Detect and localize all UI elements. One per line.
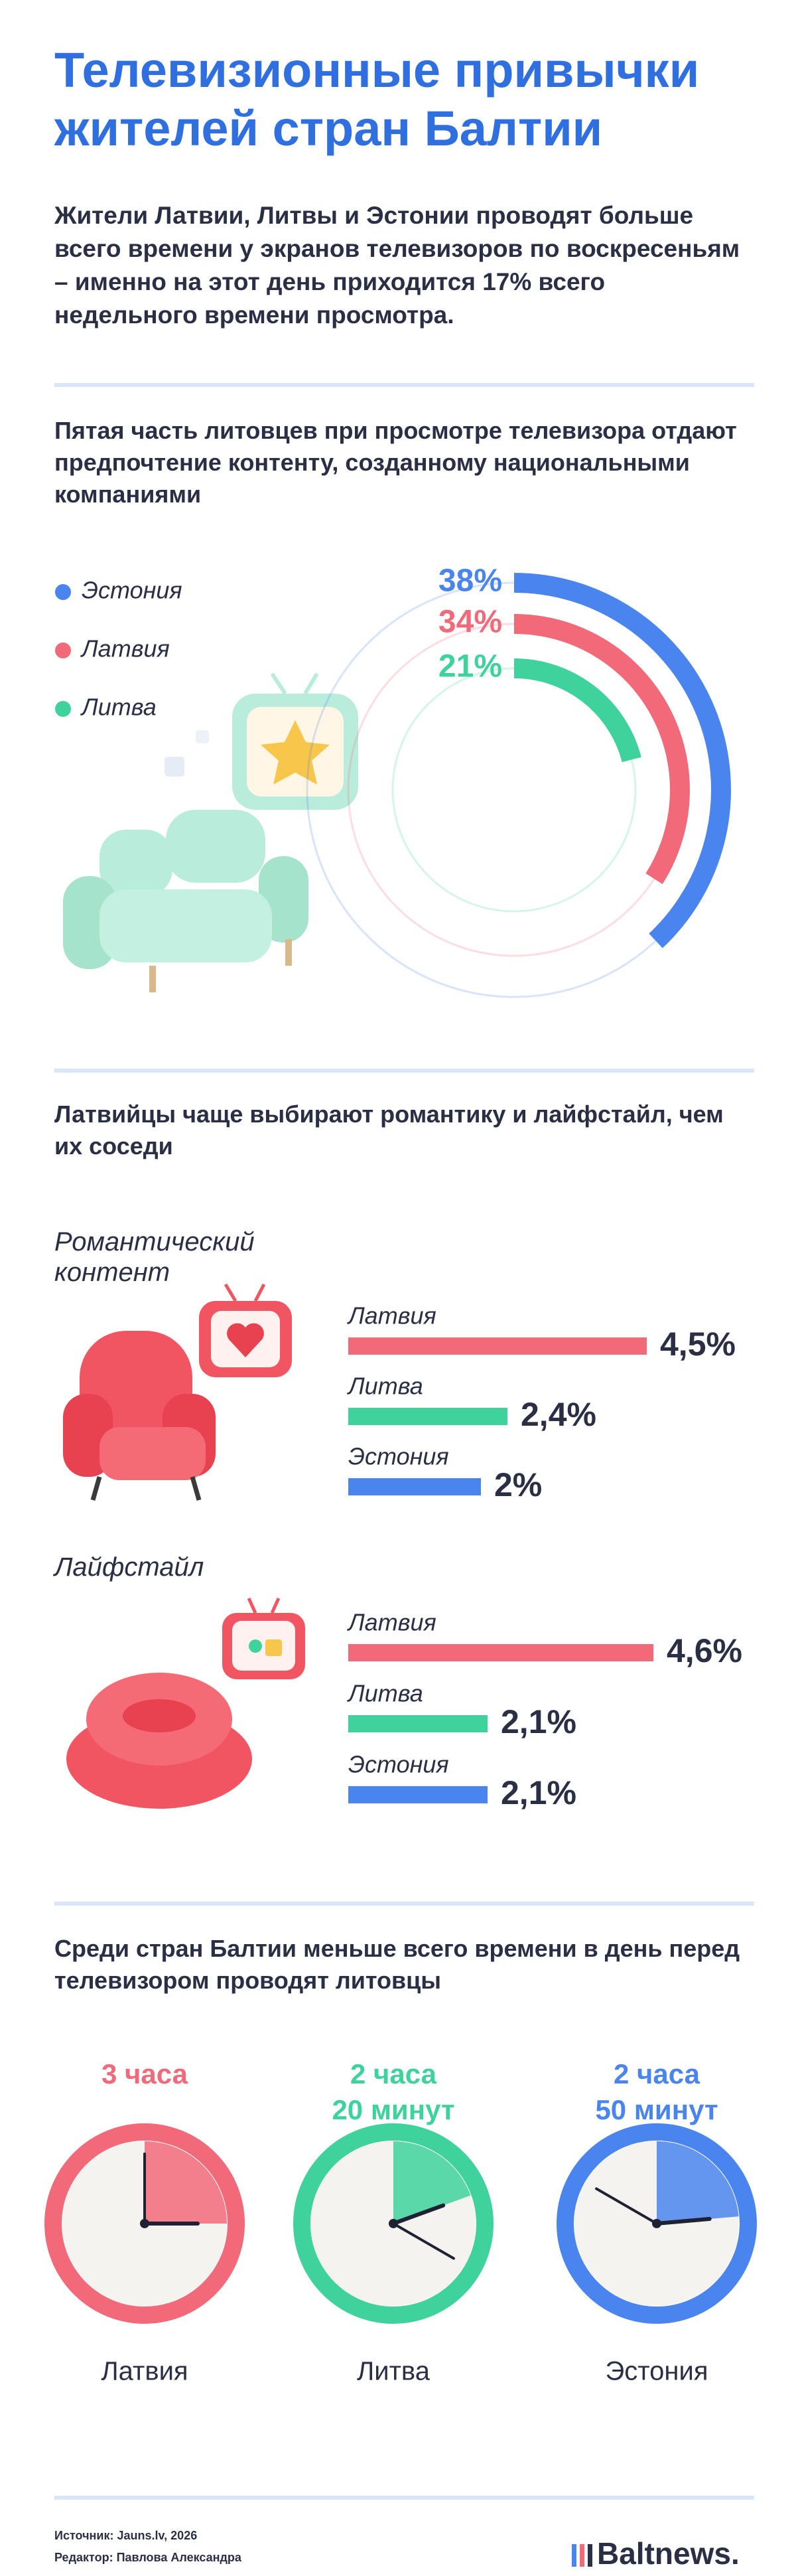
value-label: 3 часа (101, 2058, 188, 2089)
source: Источник: Jauns.lv, 2026 (54, 2529, 198, 2542)
radial-bar (513, 658, 641, 763)
bar-label: Эстония (348, 1443, 449, 1470)
value-label: 2 часа 20 минут (332, 2058, 455, 2125)
page-title: Телевизионные привычки жителей стран Бал… (54, 42, 700, 156)
legend-marker (55, 643, 71, 658)
legend-marker (55, 584, 71, 600)
radial-bar (513, 614, 690, 884)
tv-heart-illustration (199, 1283, 292, 1377)
sofa-illustration (63, 810, 308, 992)
editor: Редактор: Павлова Александра (54, 2551, 241, 2564)
chart-title: Пятая часть литовцев при просмотре телев… (54, 417, 737, 508)
hour-hand (391, 2203, 446, 2226)
bar (348, 1715, 488, 1732)
category-label: Литва (357, 2357, 431, 2386)
category-label: Эстония (606, 2357, 708, 2386)
minute-hand (595, 2187, 658, 2225)
value-label: 2,4% (521, 1396, 596, 1433)
bar-label: Литва (347, 1373, 423, 1400)
tv-star-illustration (165, 672, 358, 810)
category-label: Латвия (101, 2357, 188, 2386)
chart-subtitle: Лайфстайл (54, 1553, 204, 1582)
bar (348, 1408, 507, 1425)
minute-hand (392, 2222, 455, 2260)
beanbag-illustration (66, 1673, 252, 1809)
clock-sector (145, 2141, 227, 2224)
legend-marker (55, 701, 71, 717)
bar (348, 1644, 653, 1661)
hour-hand (655, 2217, 712, 2226)
bar (348, 1786, 488, 1803)
logo: Baltnews. (597, 2536, 740, 2571)
divider (54, 2496, 754, 2500)
clock-sector (393, 2141, 471, 2224)
bar (348, 1478, 481, 1495)
value-label: 2 часа 50 минут (595, 2058, 718, 2125)
clock-pin (389, 2219, 398, 2228)
bar (348, 1337, 647, 1355)
radial-bar (513, 573, 731, 948)
value-label: 38% (438, 564, 502, 599)
clock-rim (44, 2123, 245, 2324)
divider (54, 1902, 754, 1906)
chart-title: Среди стран Балтии меньше всего времени … (54, 1935, 740, 1994)
chart-subtitle: Романтический контент (54, 1227, 255, 1287)
legend-label: Латвия (80, 635, 170, 662)
chart-title: Латвийцы чаще выбирают романтику и лайфс… (54, 1100, 724, 1160)
clock-pin (652, 2219, 661, 2228)
value-label: 4,6% (667, 1632, 742, 1669)
value-label: 2% (494, 1466, 542, 1503)
legend-label: Эстония (82, 577, 182, 604)
value-label: 2,1% (501, 1703, 576, 1740)
value-label: 4,5% (660, 1326, 736, 1363)
clock-rim (557, 2123, 757, 2324)
bar-label: Латвия (347, 1302, 436, 1329)
bar-label: Латвия (347, 1609, 436, 1636)
bar-label: Литва (347, 1680, 423, 1707)
armchair-illustration (63, 1331, 216, 1501)
clock-pin (140, 2219, 149, 2228)
divider (54, 1069, 754, 1073)
bar-label: Эстония (348, 1751, 449, 1778)
value-label: 34% (438, 605, 502, 640)
tv-lifestyle-illustration (222, 1597, 305, 1679)
clock-rim (293, 2123, 494, 2324)
logo-icon (572, 2544, 592, 2567)
intro: Жители Латвии, Литвы и Эстонии проводят … (54, 202, 740, 329)
clock-sector (657, 2141, 739, 2224)
divider (54, 383, 754, 387)
legend-label: Литва (80, 694, 157, 721)
value-label: 21% (438, 649, 502, 684)
value-label: 2,1% (501, 1774, 576, 1811)
